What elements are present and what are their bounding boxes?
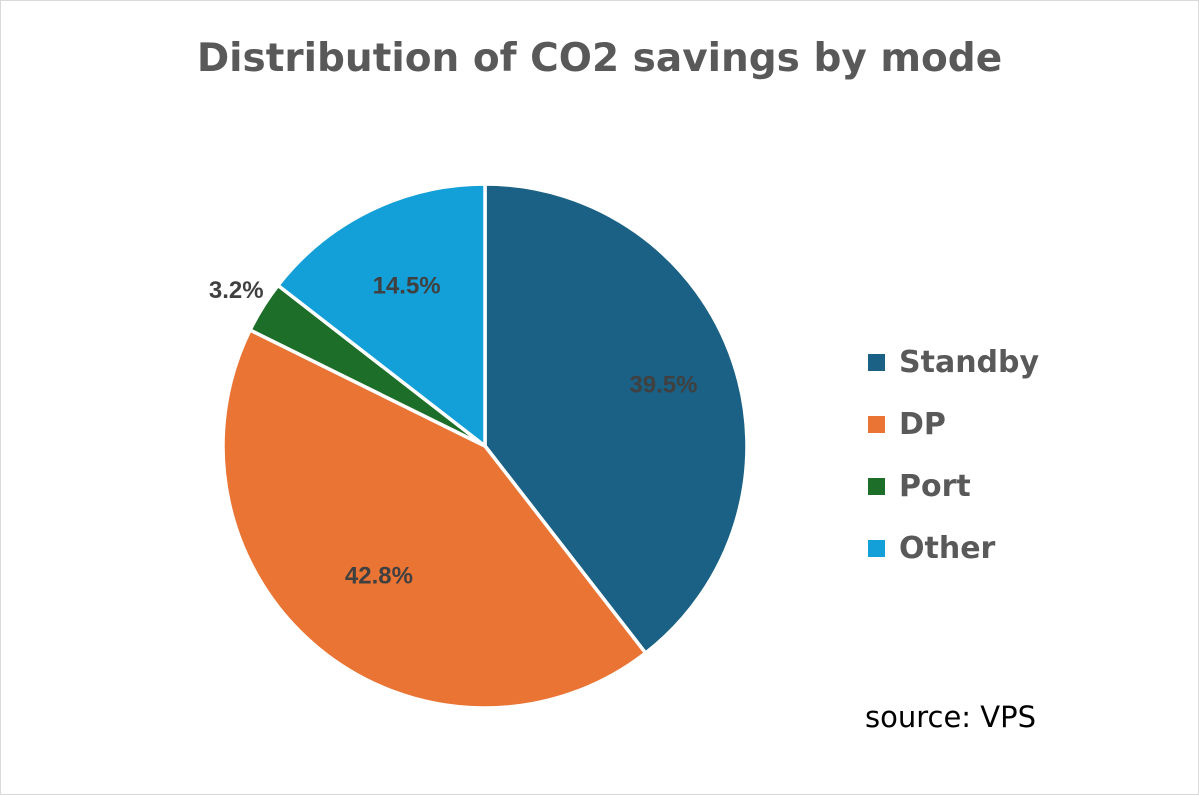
legend-swatch-dp xyxy=(868,415,885,433)
chart-title: Distribution of CO2 savings by mode xyxy=(196,36,1003,81)
data-label-dp: 42.8% xyxy=(345,562,413,589)
pie-slice-other xyxy=(276,182,487,448)
pie-slice-standby xyxy=(483,182,749,655)
legend-label-port: Port xyxy=(899,468,971,504)
legend-swatch-port xyxy=(868,477,885,495)
legend-item-dp: DP xyxy=(868,393,1039,455)
legend: Standby DP Port Other xyxy=(868,331,1039,579)
legend-item-port: Port xyxy=(868,455,1039,517)
legend-item-other: Other xyxy=(868,517,1039,579)
data-label-standby: 39.5% xyxy=(629,371,697,398)
data-label-other: 14.5% xyxy=(373,273,441,300)
legend-swatch-other xyxy=(868,539,885,557)
legend-swatch-standby xyxy=(868,353,885,371)
source-note: source: VPS xyxy=(865,700,1037,734)
legend-label-dp: DP xyxy=(899,406,946,442)
legend-item-standby: Standby xyxy=(868,331,1039,393)
data-label-port: 3.2% xyxy=(209,277,264,304)
legend-label-other: Other xyxy=(899,530,996,566)
legend-label-standby: Standby xyxy=(899,344,1040,380)
pie-slice-dp xyxy=(221,328,648,710)
